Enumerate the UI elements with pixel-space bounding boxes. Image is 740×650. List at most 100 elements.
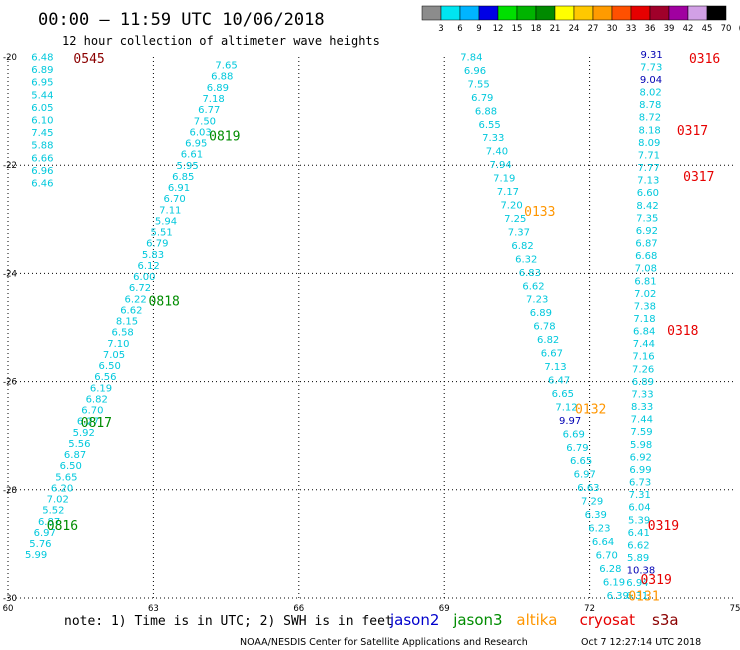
legend-tick-label: 30 bbox=[607, 24, 618, 34]
wave-height-value: 6.89 bbox=[31, 65, 53, 76]
legend-swatch bbox=[573, 5, 594, 21]
wave-height-value: 6.96 bbox=[31, 166, 53, 177]
wave-height-value: 6.82 bbox=[86, 394, 108, 405]
legend-tick-label: 27 bbox=[588, 24, 599, 34]
legend-tick-label: 6 bbox=[457, 24, 462, 34]
wave-height-value: 5.44 bbox=[31, 90, 53, 101]
wave-height-value: 7.94 bbox=[489, 160, 511, 171]
wave-height-value: 5.39 bbox=[628, 515, 650, 526]
wave-height-value: 7.18 bbox=[633, 314, 655, 325]
wave-height-value: 6.50 bbox=[99, 361, 121, 372]
legend-tick-label: 45 bbox=[702, 24, 713, 34]
wave-height-value: 6.46 bbox=[31, 179, 53, 190]
legend-swatch bbox=[554, 5, 575, 21]
y-tick-label: -22 bbox=[3, 161, 17, 171]
wave-height-value: 8.78 bbox=[639, 100, 661, 111]
wave-height-value: 6.70 bbox=[163, 194, 185, 205]
x-tick-label: 66 bbox=[293, 604, 304, 614]
wave-height-value: 7.59 bbox=[630, 427, 652, 438]
wave-height-value: 6.89 bbox=[530, 308, 552, 319]
legend-tick-label: 12 bbox=[493, 24, 504, 34]
wave-height-value: 6.00 bbox=[133, 272, 155, 283]
wave-height-value: 7.44 bbox=[631, 415, 653, 426]
wave-height-value: 6.22 bbox=[125, 294, 147, 305]
wave-height-value: 6.66 bbox=[31, 153, 53, 164]
wave-height-value: 8.33 bbox=[631, 402, 653, 413]
wave-height-value: 6.65 bbox=[552, 389, 574, 400]
x-tick-label: 63 bbox=[148, 604, 159, 614]
legend-tick-label: 18 bbox=[531, 24, 542, 34]
wave-height-value: 6.95 bbox=[185, 139, 207, 150]
wave-height-value: 7.26 bbox=[632, 364, 654, 375]
wave-height-value: 7.33 bbox=[482, 133, 504, 144]
pass-label: 0317 bbox=[677, 124, 708, 139]
wave-height-value: 6.62 bbox=[522, 281, 544, 292]
wave-height-value: 8.09 bbox=[638, 138, 660, 149]
wave-height-value: 7.35 bbox=[636, 213, 658, 224]
legend-tick-label: 36 bbox=[645, 24, 656, 34]
wave-height-value: 5.98 bbox=[630, 440, 652, 451]
legend-swatch bbox=[421, 5, 442, 21]
wave-height-value: 7.31 bbox=[629, 490, 651, 501]
wave-height-value: 5.92 bbox=[73, 428, 95, 439]
wave-height-value: 6.69 bbox=[563, 429, 585, 440]
wave-height-value: 7.29 bbox=[581, 497, 603, 508]
wave-height-value: 7.13 bbox=[637, 176, 659, 187]
legend-swatch bbox=[630, 5, 651, 21]
wave-height-value: 5.88 bbox=[31, 141, 53, 152]
wave-height-value: 6.12 bbox=[138, 261, 160, 272]
y-tick-label: -28 bbox=[3, 486, 17, 496]
pass-label: 0816 bbox=[47, 519, 78, 534]
wave-height-value: 6.05 bbox=[31, 103, 53, 114]
wave-height-value: 6.19 bbox=[603, 577, 625, 588]
wave-height-value: 7.84 bbox=[460, 53, 482, 64]
wave-height-value: 6.96 bbox=[464, 66, 486, 77]
wave-height-value: 7.20 bbox=[500, 201, 522, 212]
wave-height-value: 6.61 bbox=[181, 150, 203, 161]
wave-height-value: 6.56 bbox=[94, 372, 116, 383]
pass-label: 0131 bbox=[628, 589, 659, 604]
wave-height-value: 7.55 bbox=[468, 79, 490, 90]
legend-tick-label: 9 bbox=[476, 24, 481, 34]
wave-height-value: 6.60 bbox=[637, 188, 659, 199]
wave-height-value: 7.16 bbox=[632, 352, 654, 363]
wave-height-value: 6.62 bbox=[120, 305, 142, 316]
wave-height-value: 6.39 bbox=[585, 510, 607, 521]
wave-height-value: 6.65 bbox=[570, 456, 592, 467]
wave-height-value: 6.97 bbox=[574, 470, 596, 481]
wave-height-value: 6.04 bbox=[628, 503, 650, 514]
x-tick-label: 69 bbox=[439, 604, 450, 614]
wave-height-value: 6.78 bbox=[533, 322, 555, 333]
wave-height-value: 6.87 bbox=[64, 450, 86, 461]
legend-swatch bbox=[611, 5, 632, 21]
wave-height-value: 5.83 bbox=[142, 250, 164, 261]
wave-height-value: 9.04 bbox=[640, 75, 662, 86]
wave-height-value: 8.18 bbox=[638, 125, 660, 136]
wave-height-value: 6.79 bbox=[146, 239, 168, 250]
wave-height-value: 5.89 bbox=[627, 553, 649, 564]
wave-height-value: 6.64 bbox=[592, 537, 614, 548]
wave-height-value: 6.83 bbox=[519, 268, 541, 279]
legend-swatch bbox=[649, 5, 670, 21]
wave-height-value: 6.89 bbox=[207, 83, 229, 94]
pass-label: 0319 bbox=[648, 519, 679, 534]
legend-swatch bbox=[497, 5, 518, 21]
wave-height-value: 6.82 bbox=[537, 335, 559, 346]
wave-height-value: 6.79 bbox=[471, 93, 493, 104]
wave-height-value: 6.63 bbox=[577, 483, 599, 494]
wave-height-value: 7.05 bbox=[103, 350, 125, 361]
wave-height-value: 7.33 bbox=[631, 389, 653, 400]
wave-height-value: 7.12 bbox=[555, 402, 577, 413]
wave-height-value: 9.31 bbox=[640, 50, 662, 61]
y-tick-label: -20 bbox=[3, 53, 17, 63]
satellite-legend-jason3: jason3 bbox=[452, 611, 502, 629]
wave-height-value: 5.95 bbox=[176, 161, 198, 172]
wave-height-value: 6.84 bbox=[633, 327, 655, 338]
wave-height-value: 5.56 bbox=[68, 439, 90, 450]
footer-note: note: 1) Time is in UTC; 2) SWH is in fe… bbox=[64, 614, 393, 629]
wave-height-value: 6.47 bbox=[548, 375, 570, 386]
wave-height-value: 6.39 bbox=[607, 591, 629, 602]
satellite-legend: jason2 jason3 altika cryosat s3a bbox=[389, 611, 679, 629]
wave-height-value: 6.31 bbox=[626, 591, 648, 602]
